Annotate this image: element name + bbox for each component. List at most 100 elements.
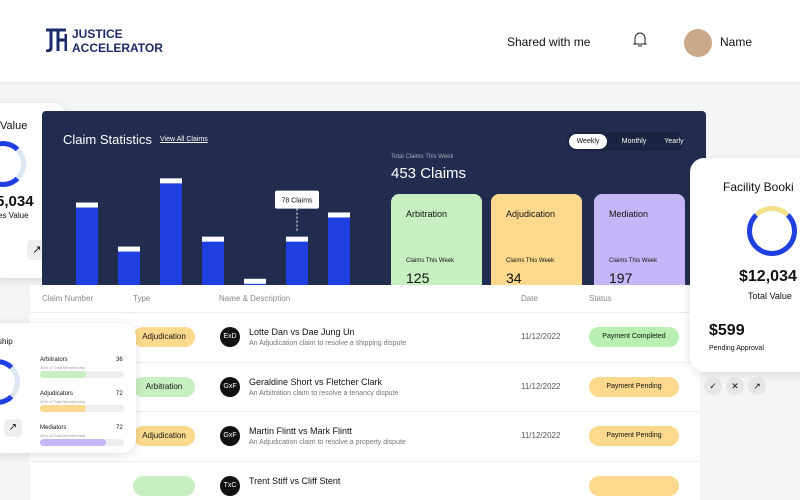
stat-value: 125 xyxy=(406,270,430,285)
open-button[interactable]: ↗ xyxy=(4,419,22,437)
card-title: Facility Booki xyxy=(723,180,794,194)
member-caption: 30% of Total Membership xyxy=(40,365,86,370)
amount: 5,034 xyxy=(0,193,34,210)
bar xyxy=(202,236,224,285)
party-avatar: GxF xyxy=(220,426,240,446)
type-pill: Adjudication xyxy=(133,327,195,347)
donut xyxy=(747,206,797,256)
bar xyxy=(286,236,308,285)
bar xyxy=(160,178,182,285)
facility-card: Facility Booki $12,034 Total Value $599 … xyxy=(690,158,800,372)
bar-cap xyxy=(118,246,140,252)
shared-link[interactable]: Shared with me xyxy=(507,35,591,49)
bell-icon[interactable] xyxy=(632,30,648,48)
membership-card: ship ↗ Arbitrators 36 30% of Total Members… xyxy=(0,323,136,453)
member-bar xyxy=(40,439,106,446)
stat-value: 34 xyxy=(506,270,522,285)
claim-date: 11/12/2022 xyxy=(521,332,561,341)
claim-date: 11/12/2022 xyxy=(521,381,561,391)
tab[interactable]: Monthly xyxy=(621,138,647,145)
column-header: Type xyxy=(133,294,151,303)
member-count: 72 xyxy=(116,425,123,431)
status-pill: Payment Pending xyxy=(589,376,679,397)
amount: $12,034 xyxy=(739,268,797,285)
row-divider xyxy=(30,460,700,462)
user-name[interactable]: Name xyxy=(720,35,753,49)
member-count: 36 xyxy=(116,357,123,363)
party-avatar: TxC xyxy=(220,475,240,496)
total-value: 453 Claims xyxy=(391,165,467,182)
tooltip xyxy=(275,190,319,209)
stat-caption: Claims This Week xyxy=(406,258,455,264)
claim-name[interactable]: Trent Stiff vs Cliff Stent xyxy=(249,475,341,486)
caption: Total Value xyxy=(748,291,792,301)
bar xyxy=(328,212,350,285)
column-header: Name & Description xyxy=(219,294,291,303)
logo-text: ACCELERATOR xyxy=(72,41,163,55)
member-bar xyxy=(40,405,86,412)
card-title: ship xyxy=(0,337,13,346)
claim-name[interactable]: Martin Flintt vs Mark Flintt xyxy=(249,426,353,436)
row-divider xyxy=(30,312,700,313)
donut xyxy=(0,359,20,405)
member-bar xyxy=(40,371,86,378)
bar-cap xyxy=(160,178,182,184)
claim-description: An Adjudication claim to resolve a prope… xyxy=(249,439,406,446)
caption: es Value xyxy=(0,211,29,220)
claim-name[interactable]: Lotte Dan vs Dae Jung Un xyxy=(249,327,355,337)
claim-description: An Arbitration claim to resolve a tenanc… xyxy=(249,389,399,397)
stat-title: Adjudication xyxy=(506,209,556,219)
bar-cap xyxy=(202,236,224,242)
row-actions: ✓ ✕ ↗ xyxy=(704,377,766,395)
bar xyxy=(118,246,140,285)
pending-amount: $599 xyxy=(709,322,745,339)
bar-cap xyxy=(328,212,350,218)
type-pill: Arbitration xyxy=(133,376,195,397)
party-avatar: GxF xyxy=(220,376,240,397)
bar-chart: 78 Claims xyxy=(76,178,350,285)
approve-button[interactable]: ✓ xyxy=(704,377,722,395)
tab[interactable]: Weekly xyxy=(569,134,607,149)
status-pill: Payment Completed xyxy=(589,327,679,347)
reject-button[interactable]: ✕ xyxy=(726,377,744,395)
logo-text: JUSTICE xyxy=(72,27,123,41)
view-all-link[interactable]: View All Claims xyxy=(160,136,208,143)
claim-date: 11/12/2022 xyxy=(521,431,561,440)
member-name: Arbitrators xyxy=(40,357,68,363)
type-pill: Adjudication xyxy=(133,426,195,446)
member-name: Adjudicators xyxy=(40,391,74,397)
column-header: Date xyxy=(521,294,538,303)
stat-card: Mediation Claims This Week 197 xyxy=(594,194,685,285)
status-pill: Payment Pending xyxy=(589,426,679,446)
tooltip-label: 78 Claims xyxy=(281,198,313,205)
type-pill xyxy=(133,475,195,496)
claim-description: An Adjudication claim to resolve a shipp… xyxy=(249,340,407,347)
column-header: Claim Number xyxy=(42,294,94,303)
claim-name[interactable]: Geraldine Short vs Fletcher Clark xyxy=(249,376,383,387)
pending-caption: Pending Approval xyxy=(709,345,764,352)
stat-title: Arbitration xyxy=(406,209,448,219)
panel-title: Claim Statistics xyxy=(63,132,152,147)
column-header: Status xyxy=(589,294,612,303)
logo-icon xyxy=(45,28,67,52)
status-pill xyxy=(589,475,679,496)
bar-cap xyxy=(76,202,98,208)
row-divider xyxy=(30,361,700,363)
header: JUSTICE ACCELERATOR Shared with me Name xyxy=(0,0,800,82)
member-caption: 40% of Total Membership xyxy=(40,433,86,438)
stat-caption: Claims This Week xyxy=(609,258,658,264)
row-divider xyxy=(30,411,700,412)
stat-card: Arbitration Claims This Week 125 xyxy=(391,194,482,285)
donut xyxy=(0,141,26,187)
avatar[interactable] xyxy=(684,29,712,57)
bar-cap xyxy=(244,278,266,284)
tab[interactable]: Yearly xyxy=(664,138,684,145)
open-button[interactable]: ↗ xyxy=(748,377,766,395)
card-title: Value xyxy=(0,120,28,132)
member-count: 72 xyxy=(116,391,123,397)
member-caption: 40% of Total Membership xyxy=(40,399,86,404)
stat-title: Mediation xyxy=(609,209,649,219)
bar-cap xyxy=(286,236,308,242)
stat-caption: Claims This Week xyxy=(506,258,555,264)
